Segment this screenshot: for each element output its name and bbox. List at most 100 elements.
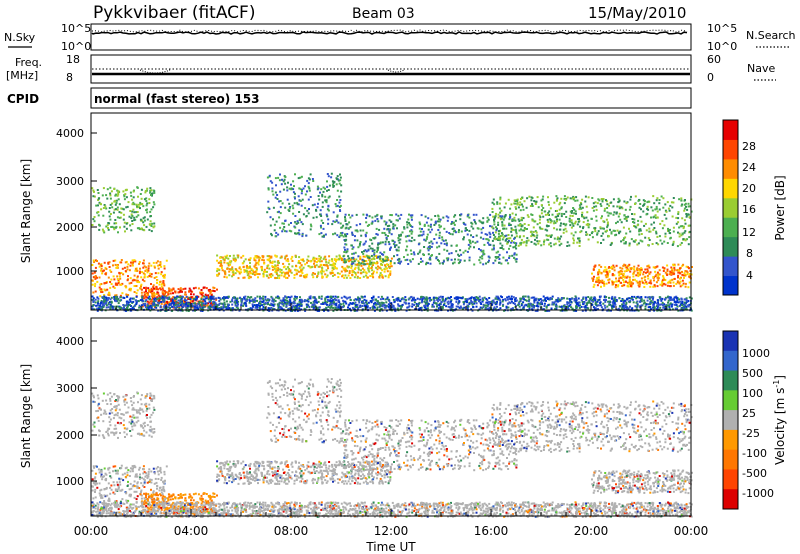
power-data-point xyxy=(347,255,350,258)
power-data-point xyxy=(565,216,568,218)
power-data-point xyxy=(344,274,347,277)
power-data-point xyxy=(491,300,494,303)
power-data-point xyxy=(493,223,496,226)
power-data-point xyxy=(322,270,325,273)
power-data-point xyxy=(269,224,272,227)
power-data-point xyxy=(344,296,347,299)
power-data-point xyxy=(580,207,583,210)
power-data-point xyxy=(676,281,679,284)
power-data-point xyxy=(462,251,465,254)
power-data-point xyxy=(232,270,235,272)
power-data-point xyxy=(684,199,686,201)
power-data-point xyxy=(427,246,430,249)
power-data-point xyxy=(278,179,281,182)
power-data-point xyxy=(423,225,426,227)
power-data-point xyxy=(558,208,561,211)
power-data-point xyxy=(250,268,253,271)
power-data-point xyxy=(664,235,667,238)
power-data-point xyxy=(329,272,332,275)
power-data-point xyxy=(442,216,445,219)
power-data-point xyxy=(279,206,282,209)
power-data-point xyxy=(230,260,233,263)
power-data-point xyxy=(657,301,659,304)
power-data-point xyxy=(457,302,460,305)
power-data-point xyxy=(633,225,635,227)
power-data-point xyxy=(573,239,575,242)
power-data-point xyxy=(348,213,350,216)
power-data-point xyxy=(150,264,153,267)
power-data-point xyxy=(345,261,347,264)
power-data-point xyxy=(218,300,221,302)
power-data-point xyxy=(394,309,397,312)
power-data-point xyxy=(413,239,416,242)
power-data-point xyxy=(387,298,390,301)
power-data-point xyxy=(531,203,534,206)
power-data-point xyxy=(355,273,357,276)
power-data-point xyxy=(681,270,683,273)
power-data-point xyxy=(297,195,300,198)
power-data-point xyxy=(570,219,573,222)
power-data-point xyxy=(320,188,323,191)
power-data-point xyxy=(499,215,502,218)
power-data-point xyxy=(298,300,301,303)
power-data-point xyxy=(482,226,485,229)
power-data-point xyxy=(581,309,584,312)
power-data-point xyxy=(201,300,204,303)
power-data-point xyxy=(306,258,309,261)
power-data-point xyxy=(569,214,572,217)
power-data-point xyxy=(242,254,245,257)
power-data-point xyxy=(666,274,669,276)
power-data-point xyxy=(385,309,388,312)
power-data-point xyxy=(638,281,641,284)
power-data-point xyxy=(395,299,398,301)
power-data-point xyxy=(328,184,331,187)
power-data-point xyxy=(407,302,410,305)
power-data-point xyxy=(181,305,184,308)
power-data-point xyxy=(538,218,541,221)
power-data-point xyxy=(497,256,500,258)
power-data-point xyxy=(136,211,139,213)
power-data-point xyxy=(316,206,319,209)
power-data-point xyxy=(97,192,100,194)
power-data-point xyxy=(408,239,411,242)
power-data-point xyxy=(266,265,269,268)
power-data-point xyxy=(373,261,375,264)
power-data-point xyxy=(385,301,388,304)
power-data-point xyxy=(147,297,150,300)
power-data-point xyxy=(112,211,115,214)
power-data-point xyxy=(243,276,246,279)
power-data-point xyxy=(328,255,331,258)
power-data-point xyxy=(154,303,157,306)
power-data-point xyxy=(394,245,396,248)
power-data-point xyxy=(685,299,688,301)
power-data-point xyxy=(253,304,256,307)
power-data-point xyxy=(652,297,654,300)
power-data-point xyxy=(441,295,444,298)
power-data-point xyxy=(220,306,223,309)
power-data-point xyxy=(309,228,312,231)
power-data-point xyxy=(586,233,589,236)
power-data-point xyxy=(411,305,414,308)
power-data-point xyxy=(424,298,427,301)
power-data-point xyxy=(131,306,134,309)
power-data-point xyxy=(265,299,268,302)
power-data-point xyxy=(618,277,621,280)
power-data-point xyxy=(149,187,152,190)
power-data-point xyxy=(587,196,590,199)
power-data-point xyxy=(591,197,594,199)
power-data-point xyxy=(677,281,680,284)
power-data-point xyxy=(467,243,470,246)
power-data-point xyxy=(362,302,365,305)
power-data-point xyxy=(677,231,679,234)
power-data-point xyxy=(190,293,192,296)
power-data-point xyxy=(358,244,361,247)
power-data-point xyxy=(677,301,680,304)
power-data-point xyxy=(569,197,572,200)
power-data-point xyxy=(637,264,640,267)
power-data-point xyxy=(678,235,681,238)
power-data-point xyxy=(137,206,140,209)
power-data-point xyxy=(445,305,448,308)
power-data-point xyxy=(227,295,230,298)
power-data-point xyxy=(284,182,287,185)
power-data-point xyxy=(521,229,524,232)
